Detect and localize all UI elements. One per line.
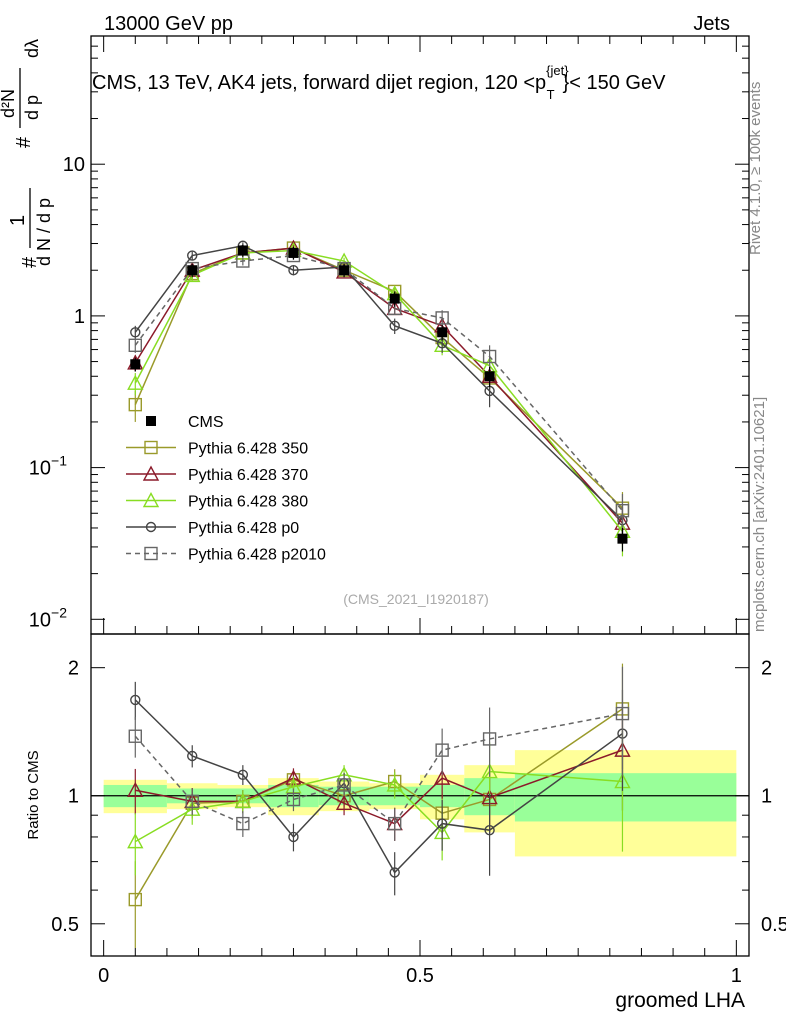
legend-marker	[142, 465, 160, 481]
legend-label: CMS	[188, 414, 224, 431]
cms-point	[389, 293, 400, 304]
ratio-point	[288, 831, 299, 843]
ratio-point	[236, 816, 250, 831]
ylabel-hash-2: #	[13, 136, 35, 148]
y-tick-label-lower: 1	[68, 786, 79, 808]
legend-marker	[145, 521, 157, 533]
series-lower	[127, 663, 631, 949]
y-tick-label-lower: 2	[68, 658, 79, 680]
cms-point	[484, 371, 495, 382]
rivet-label: Rivet 4.1.0, ≥ 100k events	[747, 82, 764, 255]
ylabel-one: 1	[7, 215, 29, 226]
ratio-point	[237, 769, 249, 780]
series-line	[134, 249, 624, 532]
ylabel-denom: d N / d p	[34, 198, 54, 266]
ratio-point	[185, 794, 199, 809]
cms-data	[130, 244, 628, 552]
ratio-point	[128, 729, 142, 743]
legend-label: Pythia 6.428 p2010	[188, 547, 326, 564]
x-tick-label: 0	[98, 965, 109, 987]
legend-label: Pythia 6.428 370	[188, 467, 308, 484]
ratio-point	[234, 792, 252, 809]
legend-label: Pythia 6.428 350	[188, 441, 308, 458]
ratio-point	[433, 769, 451, 785]
lower-axes: 0.5 0.5 1 1 2 2 0 0.5 1	[51, 658, 786, 987]
ratio-point	[389, 867, 400, 878]
data-point	[389, 320, 400, 332]
ratio-line	[134, 712, 623, 825]
series-0	[128, 241, 630, 530]
ratio-point	[615, 706, 630, 721]
ylabel-num: d²N	[0, 89, 18, 118]
cms-point	[187, 265, 198, 276]
y-tick-label-upper: 10−1	[29, 453, 67, 480]
data-point	[130, 327, 141, 338]
legend-label: Pythia 6.428 p0	[188, 520, 299, 537]
ratio-point	[386, 776, 403, 792]
ratio-point	[127, 781, 144, 797]
y-tick-label-lower-right: 0.5	[761, 914, 786, 936]
x-tick-label: 1	[731, 965, 742, 987]
legend-marker	[144, 440, 158, 455]
y-tick-label-upper: 1	[74, 306, 85, 328]
ratio-point	[482, 732, 497, 746]
ratio-point	[127, 833, 144, 849]
x-tick-label: 0.5	[406, 965, 434, 987]
x-axis-label: groomed LHA	[615, 989, 745, 1012]
ratio-series-4	[128, 666, 630, 841]
plot-title: CMS, 13 TeV, AK4 jets, forward dijet reg…	[92, 63, 666, 102]
series-upper	[127, 239, 631, 557]
cms-point	[437, 327, 448, 338]
legend-label: Pythia 6.428 380	[188, 494, 308, 511]
ylabel-dlambda: dλ	[22, 39, 42, 58]
ratio-point	[436, 818, 448, 829]
series-4	[128, 248, 630, 534]
y-axis-label-upper: # 1 d N / d p # d²N d p dλ	[0, 39, 54, 268]
header-right: Jets	[693, 13, 730, 35]
ratio-point	[481, 763, 498, 779]
y-tick-label-upper: 10−2	[29, 604, 67, 631]
ratio-point	[337, 778, 351, 792]
upper-axes: 10−2 10−1 1 10	[29, 35, 749, 634]
ratio-point	[286, 792, 301, 807]
data-point	[615, 503, 630, 518]
data-point	[128, 338, 142, 353]
ylabel-den2: d p	[22, 95, 42, 120]
data-point	[187, 250, 198, 261]
series-line	[134, 254, 624, 512]
ratio-point	[387, 816, 402, 831]
legend-marker	[142, 492, 160, 508]
ratio-point	[335, 794, 353, 810]
data-point	[435, 311, 449, 325]
cms-point	[339, 265, 350, 276]
legend-marker	[146, 416, 156, 426]
ratio-point	[128, 892, 142, 907]
cms-point	[288, 247, 299, 258]
ratio-point	[130, 694, 141, 706]
ylabel-hash: #	[19, 256, 41, 268]
data-point	[288, 265, 299, 276]
y-tick-label-lower-right: 2	[761, 658, 772, 680]
legend-marker	[144, 546, 158, 561]
lower-frame	[90, 633, 750, 957]
data-point	[127, 374, 144, 390]
cms-point	[617, 533, 628, 544]
ratio-point	[187, 750, 198, 762]
data-point	[482, 349, 497, 364]
data-point	[128, 397, 142, 412]
ratio-point	[484, 824, 495, 836]
ratio-point	[435, 743, 449, 757]
mcplots-label: mcplots.cern.ch [arXiv:2401.10621]	[751, 397, 768, 632]
cms-point	[237, 245, 248, 256]
header-left: 13000 GeV pp	[104, 13, 233, 35]
y-tick-label-upper: 10	[63, 154, 85, 176]
legend: CMS Pythia 6.428 350 Pythia 6.428 370 Pythi…	[126, 414, 326, 564]
y-tick-label-lower: 0.5	[51, 914, 79, 936]
y-axis-label-lower: Ratio to CMS	[25, 750, 42, 839]
watermark: (CMS_2021_I1920187)	[343, 591, 489, 607]
y-tick-label-lower-right: 1	[761, 786, 772, 808]
cms-point	[130, 359, 141, 370]
